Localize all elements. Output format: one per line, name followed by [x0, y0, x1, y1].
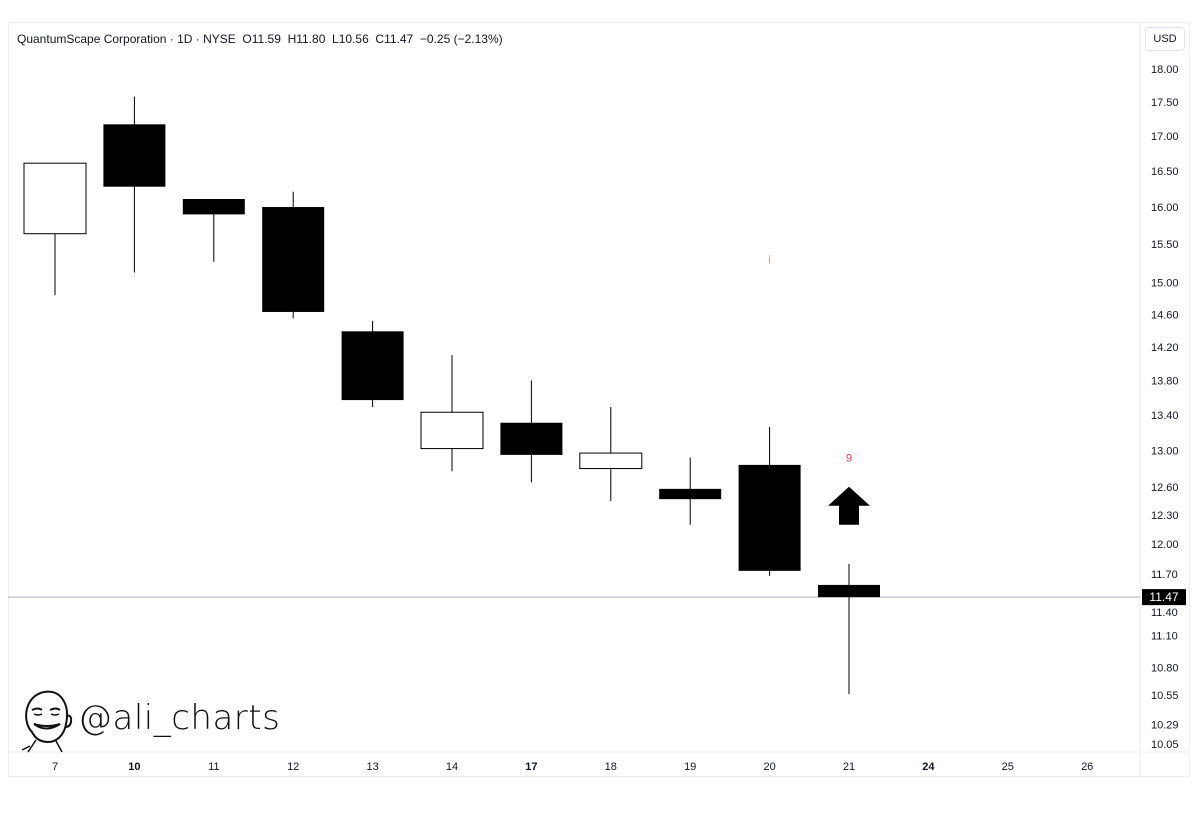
date-tick-label: 17	[525, 761, 537, 773]
date-tick-label: 11	[208, 761, 219, 773]
price-tick-label: 10.05	[1151, 739, 1179, 751]
price-tick-label: 15.50	[1151, 239, 1179, 251]
candle-down	[659, 488, 722, 500]
price-tick-label: 14.60	[1151, 309, 1179, 321]
price-tick-label: 14.20	[1151, 342, 1179, 354]
price-tick-label: 16.50	[1151, 166, 1179, 178]
price-tick-label: 18.00	[1151, 64, 1179, 76]
price-tick-label: 15.00	[1151, 278, 1179, 290]
last-price-label: 11.47	[1149, 590, 1178, 604]
date-tick-label: 21	[843, 761, 855, 773]
price-tick-label: 11.70	[1151, 569, 1178, 581]
date-tick-label: 7	[52, 761, 58, 773]
candle-down	[818, 584, 880, 598]
date-tick-label: 19	[684, 761, 696, 773]
candle-down	[500, 422, 563, 455]
date-tick-label: 12	[287, 761, 299, 773]
price-tick-label: 16.00	[1151, 202, 1179, 214]
price-tick-label: 12.00	[1151, 539, 1179, 551]
chart-frame	[8, 22, 1190, 777]
price-tick-label: 10.29	[1151, 719, 1179, 731]
price-tick-label: 17.00	[1151, 131, 1179, 143]
price-tick-label: 13.40	[1151, 410, 1179, 422]
candle-up	[420, 411, 484, 450]
date-tick-label: 10	[128, 761, 140, 773]
price-tick-label: 11.10	[1151, 631, 1178, 643]
date-tick-label: 26	[1081, 761, 1093, 773]
date-tick-label: 18	[605, 761, 617, 773]
date-tick-label: 14	[446, 761, 458, 773]
candle-up	[579, 452, 643, 470]
candle-down	[341, 331, 404, 401]
date-tick-label: 13	[366, 761, 378, 773]
price-tick-label: 17.50	[1151, 97, 1179, 109]
candle-down	[103, 124, 166, 187]
price-tick-label: 10.55	[1151, 690, 1179, 702]
watermark-face-icon	[21, 690, 73, 753]
date-tick-label: 25	[1002, 761, 1014, 773]
candle-down	[182, 199, 245, 215]
last-price-badge	[1142, 589, 1186, 606]
candle-down	[262, 207, 325, 312]
signal-label: 9	[846, 453, 852, 465]
watermark-text: @ali_charts	[78, 698, 281, 738]
candle-down	[738, 464, 801, 571]
date-tick-label: 24	[922, 761, 935, 773]
candle-up	[23, 162, 87, 235]
currency-button[interactable]: USD	[1145, 27, 1185, 51]
price-tick-label: 12.30	[1151, 510, 1179, 522]
date-tick-label: 20	[763, 761, 775, 773]
price-tick-label: 13.00	[1151, 445, 1179, 457]
signal-up-arrow-icon	[828, 486, 870, 525]
price-tick-label: 13.80	[1151, 375, 1179, 387]
price-tick-label: 11.40	[1151, 607, 1178, 619]
price-tick-label: 10.80	[1151, 663, 1179, 675]
symbol-legend: QuantumScape Corporation · 1D · NYSE O11…	[17, 32, 503, 46]
signal-label: i	[768, 254, 770, 266]
price-tick-label: 12.60	[1151, 482, 1179, 494]
